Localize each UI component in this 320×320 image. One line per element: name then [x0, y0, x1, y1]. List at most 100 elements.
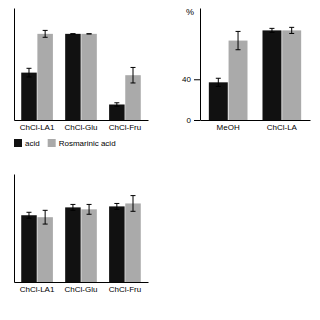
x-tick-label: MeOH	[217, 123, 240, 132]
bar	[109, 206, 125, 282]
error-bar	[269, 28, 274, 32]
error-cap	[269, 32, 274, 33]
y-axis-line	[14, 9, 15, 121]
error-cap	[43, 210, 48, 211]
bar	[65, 207, 81, 282]
error-bar	[70, 33, 75, 34]
error-line	[133, 67, 134, 83]
error-cap	[216, 78, 221, 79]
error-cap	[43, 224, 48, 225]
error-bar	[70, 204, 75, 210]
error-cap	[289, 27, 294, 28]
series	[37, 196, 140, 282]
plot-area	[209, 27, 301, 120]
error-cap	[236, 49, 241, 50]
series	[37, 30, 140, 120]
error-cap	[216, 86, 221, 87]
series	[229, 27, 302, 120]
y-axis	[14, 9, 15, 121]
error-cap	[70, 210, 75, 211]
y-axis-line	[200, 9, 201, 121]
error-cap	[70, 204, 75, 205]
x-axis-line	[201, 120, 311, 121]
error-line	[291, 27, 292, 33]
error-line	[89, 204, 90, 214]
error-cap	[70, 33, 75, 34]
legend-label: acid	[25, 139, 40, 148]
error-line	[28, 68, 29, 77]
y-tick-mark	[194, 120, 200, 121]
x-tick: ChCl-LA1	[20, 285, 55, 294]
x-tick: ChCl-Fru	[109, 285, 141, 294]
error-bar	[216, 78, 221, 86]
figure: ChCl-LA1 ChCl-Glu ChCl-Fru acid Rosmarinic a…	[0, 0, 320, 320]
y-tick-label: 40	[182, 75, 191, 84]
error-cap	[26, 212, 31, 213]
error-cap	[26, 76, 31, 77]
error-bar	[43, 30, 48, 37]
error-line	[133, 196, 134, 212]
legend-label: Rosmarinic acid	[59, 139, 116, 148]
error-bar	[131, 67, 136, 83]
error-bar	[131, 196, 136, 212]
x-axis: MeOH ChCl-LA	[201, 121, 311, 132]
y-tick-mark	[194, 79, 200, 80]
error-line	[45, 210, 46, 224]
error-bar	[26, 68, 31, 77]
bar	[81, 209, 97, 282]
bar	[282, 30, 301, 120]
x-tick: ChCl-LA	[267, 123, 298, 132]
error-bar	[87, 204, 92, 214]
legend: acid Rosmarinic acid	[14, 139, 116, 148]
y-axis-label: %	[186, 7, 194, 17]
x-axis-line	[15, 120, 149, 121]
bar	[262, 30, 281, 120]
legend-swatch	[14, 139, 22, 147]
error-bar	[87, 33, 92, 34]
x-tick-label: ChCl-Fru	[109, 123, 141, 132]
x-tick: ChCl-Glu	[65, 285, 98, 294]
legend-swatch	[48, 139, 56, 147]
error-line	[28, 212, 29, 218]
bar	[229, 41, 248, 120]
error-line	[45, 30, 46, 37]
error-cap	[114, 203, 119, 204]
bar	[209, 82, 228, 120]
error-bar	[26, 212, 31, 218]
error-line	[271, 28, 272, 32]
bar	[37, 34, 53, 120]
y-tick-label: 0	[187, 116, 192, 125]
x-axis-line	[15, 282, 149, 283]
legend-item: Rosmarinic acid	[48, 139, 116, 148]
y-axis: 0 40	[182, 9, 200, 126]
legend-item: acid	[14, 139, 40, 148]
x-tick: ChCl-Glu	[65, 123, 98, 132]
panel: ChCl-LA1 ChCl-Glu ChCl-Fru	[15, 175, 149, 294]
x-tick-label: ChCl-LA	[267, 123, 298, 132]
plot-area	[21, 30, 141, 120]
error-cap	[236, 31, 241, 32]
x-tick-label: ChCl-Glu	[65, 285, 98, 294]
error-cap	[87, 204, 92, 205]
error-bar	[114, 103, 119, 106]
bar	[65, 34, 81, 120]
error-line	[218, 78, 219, 86]
panel: MeOH ChCl-LA 0 40%	[182, 7, 310, 132]
x-axis: ChCl-LA1ChCl-GluChCl-Fru	[15, 121, 149, 132]
x-tick-label: ChCl-LA1	[20, 285, 55, 294]
error-bar	[289, 27, 294, 33]
x-tick-label: ChCl-Glu	[65, 123, 98, 132]
error-cap	[269, 28, 274, 29]
bar	[125, 203, 141, 282]
error-cap	[131, 211, 136, 212]
error-line	[238, 31, 239, 49]
error-cap	[114, 106, 119, 107]
error-cap	[289, 33, 294, 34]
error-cap	[131, 67, 136, 68]
error-cap	[43, 37, 48, 38]
bar	[109, 104, 125, 120]
error-cap	[114, 209, 119, 210]
bar	[21, 73, 37, 120]
error-cap	[26, 218, 31, 219]
plot-area	[21, 196, 141, 282]
